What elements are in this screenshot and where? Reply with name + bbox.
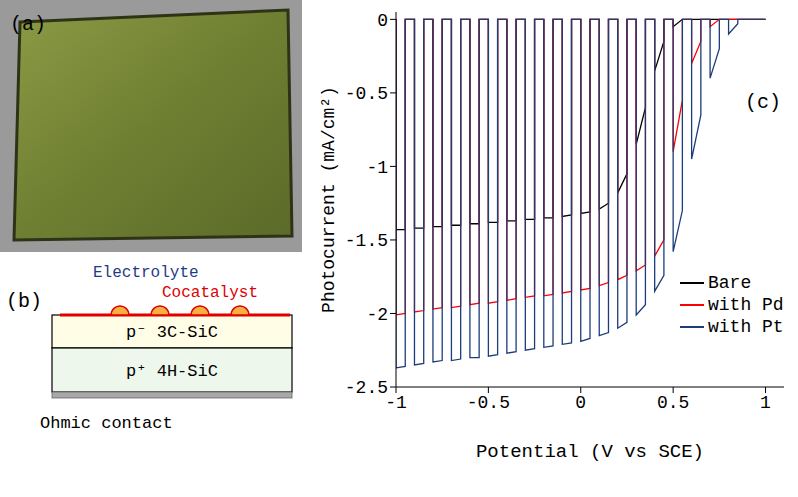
- svg-text:Photocurrent (mA/cm²): Photocurrent (mA/cm²): [319, 86, 339, 313]
- html-text:with Pt: with Pt: [708, 317, 784, 337]
- html-text:(c): (c): [745, 91, 781, 114]
- html-text:with Pd: with Pd: [708, 295, 784, 315]
- svg-text:p⁻ 3C-SiC: p⁻ 3C-SiC: [126, 323, 218, 342]
- svg-text:-0.5: -0.5: [345, 84, 388, 104]
- svg-text:Electrolyte: Electrolyte: [93, 264, 199, 282]
- svg-text:1: 1: [760, 393, 771, 413]
- svg-text:0: 0: [377, 11, 388, 31]
- svg-text:-2.5: -2.5: [345, 378, 388, 398]
- svg-text:-2: -2: [366, 305, 388, 325]
- svg-text:Cocatalyst: Cocatalyst: [162, 284, 258, 302]
- svg-text:p⁺ 4H-SiC: p⁺ 4H-SiC: [126, 362, 218, 381]
- svg-text:0: 0: [575, 393, 586, 413]
- svg-text:Potential (V vs SCE): Potential (V vs SCE): [476, 441, 704, 463]
- svg-text:-1: -1: [366, 158, 388, 178]
- svg-text:(b): (b): [6, 290, 42, 313]
- svg-text:(a): (a): [10, 13, 46, 36]
- svg-text:-1: -1: [385, 393, 407, 413]
- svg-text:-1.5: -1.5: [345, 231, 388, 251]
- html-text:Bare: Bare: [708, 273, 752, 293]
- svg-text:Ohmic contact: Ohmic contact: [40, 414, 173, 433]
- svg-text:0.5: 0.5: [657, 393, 689, 413]
- svg-text:-0.5: -0.5: [467, 393, 510, 413]
